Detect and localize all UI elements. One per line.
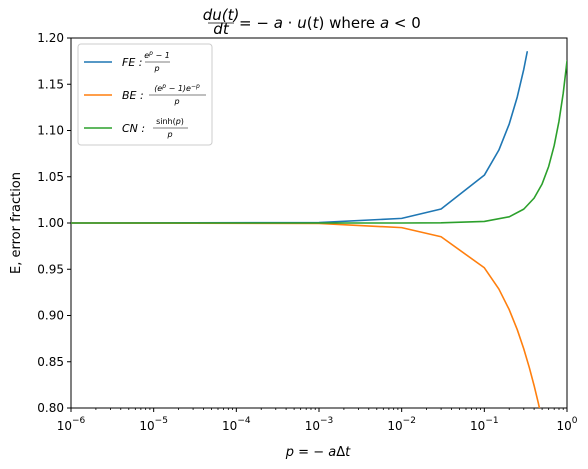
svg-text:(ep − 1)e−p: (ep − 1)e−p bbox=[154, 83, 200, 94]
y-tick-label: 0.85 bbox=[37, 355, 64, 369]
svg-text:FE :: FE : bbox=[122, 56, 142, 69]
x-axis: 10−6 10−5 10−4 10−3 10−2 10−1 100 bbox=[57, 408, 578, 433]
svg-text:BE :: BE : bbox=[122, 89, 144, 102]
chart-title: du(t) dt = − a · u(t) where a < 0 bbox=[203, 6, 421, 38]
y-tick-label: 1.00 bbox=[37, 216, 64, 230]
y-tick-label: 1.15 bbox=[37, 77, 64, 91]
legend-label-fe: FE : ep − 1 p bbox=[122, 50, 170, 73]
y-tick-label: 0.80 bbox=[37, 401, 64, 415]
x-tick-label: 10−1 bbox=[470, 416, 499, 433]
legend-label-be: BE : (ep − 1)e−p p bbox=[122, 83, 206, 106]
series-line-2 bbox=[71, 60, 567, 224]
svg-text:p: p bbox=[153, 64, 159, 73]
x-axis-title: p = − aΔt bbox=[285, 445, 351, 460]
svg-text:sinh(p): sinh(p) bbox=[156, 117, 184, 126]
svg-text:p: p bbox=[166, 130, 172, 139]
svg-text:= − a · u(t) where a < 0: = − a · u(t) where a < 0 bbox=[239, 14, 421, 32]
x-tick-label: 10−4 bbox=[222, 416, 251, 433]
y-tick-label: 1.20 bbox=[37, 31, 64, 45]
svg-text:CN :: CN : bbox=[122, 122, 145, 135]
svg-text:ep − 1: ep − 1 bbox=[144, 50, 170, 61]
x-tick-label: 10−2 bbox=[387, 416, 416, 433]
legend: FE : ep − 1 p BE : (ep − 1)e−p p CN : si… bbox=[77, 43, 213, 146]
y-tick-label: 1.10 bbox=[37, 124, 64, 138]
y-tick-label: 0.95 bbox=[37, 262, 64, 276]
svg-text:p: p bbox=[173, 97, 179, 106]
y-axis: 0.80 0.85 0.90 0.95 1.00 1.05 1.10 1.15 1.20 bbox=[37, 31, 71, 415]
svg-text:dt: dt bbox=[213, 20, 230, 38]
legend-box bbox=[77, 43, 213, 146]
y-tick-label: 0.90 bbox=[37, 309, 64, 323]
x-tick-label: 10−6 bbox=[57, 416, 86, 433]
svg-text:du(t): du(t) bbox=[203, 6, 240, 24]
series-line-1 bbox=[71, 222, 541, 408]
x-tick-label: 10−5 bbox=[139, 416, 168, 433]
series-line-0 bbox=[71, 51, 529, 224]
x-tick-label: 10−3 bbox=[305, 416, 334, 433]
legend-label-cn: CN : sinh(p) p bbox=[122, 117, 188, 139]
y-tick-label: 1.05 bbox=[37, 170, 64, 184]
y-axis-title: E, error fraction bbox=[9, 172, 24, 274]
x-tick-label: 100 bbox=[556, 416, 577, 433]
series-layer bbox=[71, 51, 567, 408]
